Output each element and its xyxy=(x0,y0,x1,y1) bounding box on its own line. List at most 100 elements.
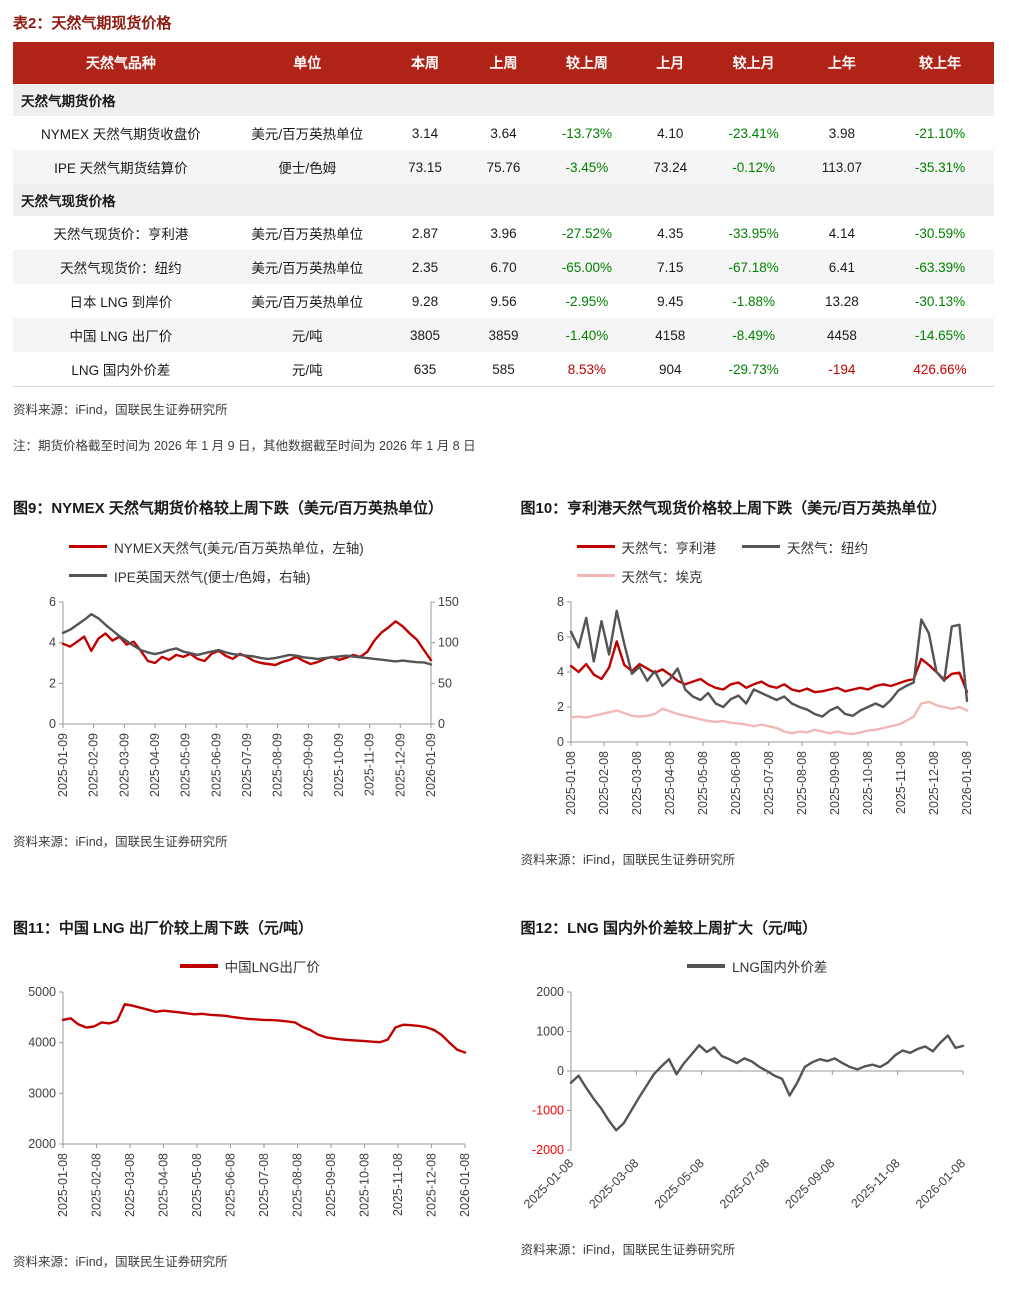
table-cell: 2.87 xyxy=(411,225,439,241)
figure-10-legend: 天然气：亨利港 天然气：纽约 天然气：埃克 xyxy=(521,537,995,586)
svg-text:-2000: -2000 xyxy=(532,1143,564,1157)
svg-text:1000: 1000 xyxy=(536,1025,564,1039)
table-cell: 904 xyxy=(658,361,682,377)
table-cell: 美元/百万英热单位 xyxy=(228,250,386,284)
svg-text:2025-02-09: 2025-02-09 xyxy=(87,732,101,796)
table-cell: 元/吨 xyxy=(228,318,386,352)
svg-text:2025-06-08: 2025-06-08 xyxy=(224,1153,238,1217)
table-row: LNG 国内外价差 元/吨 635 585 8.53% 904 -29.73% -194 426… xyxy=(13,352,994,387)
series-line xyxy=(569,639,968,693)
x-axis-ticks: 2025-01-08 2025-02-08 2025-03-08 2025-04-08… xyxy=(564,741,974,814)
figure-12-legend: LNG国内外价差 xyxy=(521,956,995,976)
svg-text:2025-11-08: 2025-11-08 xyxy=(848,1156,902,1210)
svg-text:6: 6 xyxy=(49,595,56,609)
table-cell: -30.13% xyxy=(914,293,966,309)
legend-item: 中国LNG出厂价 xyxy=(179,956,320,976)
table-cell: 3859 xyxy=(464,318,543,352)
table-cell: 美元/百万英热单位 xyxy=(251,295,364,310)
column-header: 上年 xyxy=(797,42,887,84)
legend-label: 天然气：亨利港 xyxy=(621,540,717,556)
section-label: 天然气现货价格 xyxy=(13,184,994,216)
svg-text:0: 0 xyxy=(557,1064,564,1078)
table-cell: IPE 天然气期货结算价 xyxy=(13,150,229,184)
svg-text:2026-01-08: 2026-01-08 xyxy=(458,1153,472,1217)
svg-text:2025-07-08: 2025-07-08 xyxy=(257,1153,271,1217)
svg-text:2000: 2000 xyxy=(28,1137,56,1151)
series-lines xyxy=(61,612,433,666)
svg-text:6: 6 xyxy=(557,630,564,644)
column-header: 天然气品种 xyxy=(13,42,229,84)
svg-text:2025-03-09: 2025-03-09 xyxy=(117,732,131,796)
axes xyxy=(62,601,432,724)
svg-text:2025-12-08: 2025-12-08 xyxy=(927,750,941,814)
figure-9-source: 资料来源：iFind，国联民生证券研究所 xyxy=(13,834,228,849)
legend-item: IPE英国天然气(便士/色姆，右轴) xyxy=(69,566,311,586)
table-body: 天然气期货价格 NYMEX 天然气期货收盘价 美元/百万英热单位 3.14 3.64 -1… xyxy=(13,84,994,387)
svg-text:4: 4 xyxy=(557,665,564,679)
svg-text:2025-12-08: 2025-12-08 xyxy=(425,1153,439,1217)
svg-text:2025-07-08: 2025-07-08 xyxy=(717,1156,772,1211)
table-cell: 13.28 xyxy=(824,293,859,309)
legend-item: LNG国内外价差 xyxy=(687,956,827,976)
svg-text:2025-05-08: 2025-05-08 xyxy=(696,750,710,814)
table-cell: -33.95% xyxy=(728,225,779,241)
legend-label: IPE英国天然气(便士/色姆，右轴) xyxy=(114,569,311,585)
y-axis-ticks: 2000 1000 0 -1000 -2000 xyxy=(532,985,571,1157)
table-row: 日本 LNG 到岸价 美元/百万英热单位 9.28 9.56 -2.95% 9.45 -1.… xyxy=(13,284,994,318)
section-row: 天然气期货价格 xyxy=(13,84,994,116)
svg-text:2025-01-08: 2025-01-08 xyxy=(56,1153,70,1217)
table-cell: -194 xyxy=(828,361,856,377)
svg-text:2025-06-09: 2025-06-09 xyxy=(209,732,223,796)
svg-text:50: 50 xyxy=(438,676,452,690)
table-row: NYMEX 天然气期货收盘价 美元/百万英热单位 3.14 3.64 -13.73% 4.… xyxy=(13,116,994,150)
svg-text:2025-06-08: 2025-06-08 xyxy=(729,750,743,814)
svg-text:2025-08-09: 2025-08-09 xyxy=(271,732,285,796)
series-lines xyxy=(569,1034,964,1132)
table-cell: 元/吨 xyxy=(291,363,323,378)
svg-text:0: 0 xyxy=(438,717,445,731)
table-cell: -30.59% xyxy=(914,225,966,241)
legend-item: 天然气：亨利港 xyxy=(576,537,717,557)
table-cell: 4158 xyxy=(631,318,710,352)
svg-text:0: 0 xyxy=(557,735,564,749)
svg-text:2025-02-08: 2025-02-08 xyxy=(597,750,611,814)
figure-9-title: 图9：NYMEX 天然气期货价格较上周下跌（美元/百万英热单位） xyxy=(13,500,444,517)
table-cell: 4.14 xyxy=(828,225,856,241)
table-cell: -0.12% xyxy=(709,150,798,184)
series-line xyxy=(61,612,433,666)
svg-text:2025-07-09: 2025-07-09 xyxy=(240,732,254,796)
figure-11: 图11：中国 LNG 出厂价较上周下跌（元/吨） 中国LNG出厂价 5000 40… xyxy=(13,918,487,1271)
table-cell: -63.39% xyxy=(886,250,994,284)
y-axis-ticks: 5000 4000 3000 2000 xyxy=(28,985,63,1151)
series-lines xyxy=(61,1003,467,1054)
series-line xyxy=(569,609,968,718)
legend-item: NYMEX天然气(美元/百万英热单位，左轴) xyxy=(69,537,364,557)
figure-9: 图9：NYMEX 天然气期货价格较上周下跌（美元/百万英热单位） NYMEX天然… xyxy=(13,498,487,868)
svg-text:2026-01-09: 2026-01-09 xyxy=(424,732,438,796)
table-cell: -35.31% xyxy=(886,150,994,184)
axes xyxy=(62,992,465,1145)
legend-line-swatch xyxy=(576,544,615,549)
table-cell: 3.98 xyxy=(828,125,856,141)
svg-text:2025-01-09: 2025-01-09 xyxy=(56,732,70,796)
figure-11-source: 资料来源：iFind，国联民生证券研究所 xyxy=(13,1255,228,1269)
svg-text:2025-09-08: 2025-09-08 xyxy=(782,1156,837,1211)
table-cell: 9.56 xyxy=(490,293,517,309)
column-header: 本周 xyxy=(385,42,465,84)
svg-text:2025-04-08: 2025-04-08 xyxy=(663,750,677,814)
gas-price-table: 天然气品种 单位 本周 上周 较上周 上月 较上月 上年 较上年 天然气期货价格 NYMEX 天然… xyxy=(13,42,994,387)
series-line xyxy=(569,700,968,735)
table-cell: 426.66% xyxy=(913,361,967,377)
column-header: 较上周 xyxy=(542,42,631,84)
table-cell: 7.15 xyxy=(631,250,710,284)
svg-text:2025-05-08: 2025-05-08 xyxy=(190,1153,204,1217)
legend-label: 天然气：埃克 xyxy=(621,569,703,585)
svg-text:3000: 3000 xyxy=(28,1086,56,1100)
section-row: 天然气现货价格 xyxy=(13,184,994,216)
table-cell: 美元/百万英热单位 xyxy=(251,227,364,242)
svg-text:2000: 2000 xyxy=(536,985,564,999)
series-lines xyxy=(569,609,968,735)
legend-line-swatch xyxy=(179,964,218,968)
svg-text:2025-03-08: 2025-03-08 xyxy=(586,1156,641,1211)
